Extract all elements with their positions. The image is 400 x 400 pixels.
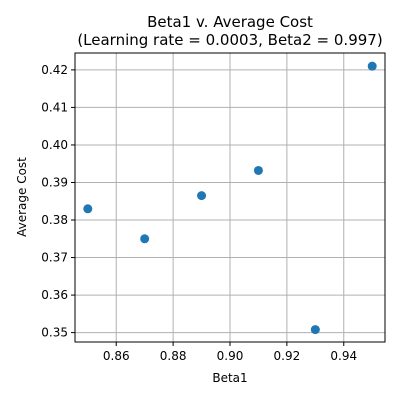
y-tick-label: 0.41 bbox=[41, 100, 68, 114]
y-axis-label: Average Cost bbox=[15, 157, 29, 237]
data-point bbox=[140, 234, 150, 244]
data-points bbox=[83, 61, 377, 335]
y-tick-label: 0.37 bbox=[41, 251, 68, 265]
chart-title-line1: Beta1 v. Average Cost bbox=[147, 13, 313, 31]
y-tick-label: 0.39 bbox=[41, 175, 68, 189]
y-tick-label: 0.35 bbox=[41, 326, 68, 340]
data-point bbox=[310, 325, 320, 335]
y-axis-ticks: 0.35 0.36 0.37 0.38 0.39 0.40 0.41 0.42 bbox=[41, 63, 75, 340]
data-point bbox=[367, 61, 377, 71]
x-tick-label: 0.88 bbox=[160, 349, 187, 363]
data-point bbox=[83, 204, 93, 214]
x-axis-ticks: 0.86 0.88 0.90 0.92 0.94 bbox=[103, 342, 357, 363]
y-tick-label: 0.42 bbox=[41, 63, 68, 77]
x-tick-label: 0.92 bbox=[274, 349, 301, 363]
data-point bbox=[197, 191, 207, 201]
y-tick-label: 0.36 bbox=[41, 288, 68, 302]
x-axis-label: Beta1 bbox=[212, 371, 247, 385]
grid-lines bbox=[75, 53, 385, 342]
y-tick-label: 0.40 bbox=[41, 138, 68, 152]
data-point bbox=[253, 165, 263, 175]
x-tick-label: 0.86 bbox=[103, 349, 130, 363]
y-tick-label: 0.38 bbox=[41, 213, 68, 227]
chart-title-line2: (Learning rate = 0.0003, Beta2 = 0.997) bbox=[77, 31, 382, 49]
x-tick-label: 0.94 bbox=[330, 349, 357, 363]
x-tick-label: 0.90 bbox=[217, 349, 244, 363]
